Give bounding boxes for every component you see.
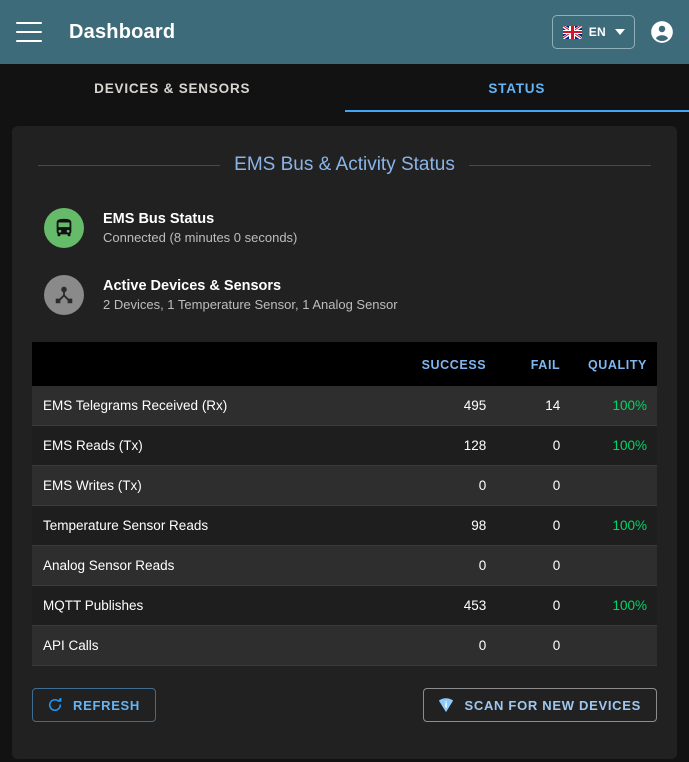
active-tab-indicator [344,110,689,112]
cell-quality [563,625,657,666]
tab-bar: DEVICES & SENSORS STATUS [0,64,689,112]
cell-success: 128 [394,425,489,466]
tab-label: DEVICES & SENSORS [94,80,251,96]
language-code: EN [588,25,606,39]
column-header-quality: QUALITY [563,342,657,386]
status-list: EMS Bus Status Connected (8 minutes 0 se… [32,208,657,315]
cell-name: Temperature Sensor Reads [32,505,395,546]
hamburger-menu-icon[interactable] [16,22,42,42]
cell-name: EMS Telegrams Received (Rx) [32,386,395,426]
card-title: EMS Bus & Activity Status [234,154,455,175]
cell-fail: 14 [488,386,564,426]
scan-button-label: SCAN FOR NEW DEVICES [464,697,641,713]
cell-success: 0 [394,625,489,666]
cell-success: 453 [394,585,489,626]
status-item-ems-bus: EMS Bus Status Connected (8 minutes 0 se… [44,208,657,248]
device-scan-shield-icon [439,698,454,713]
avatar [44,208,84,248]
cell-success: 0 [394,545,489,586]
table-row: Analog Sensor Reads 0 0 [32,545,657,586]
table-header-row: SUCCESS FAIL QUALITY [32,342,657,386]
top-app-bar: Dashboard EN [0,0,689,64]
table-row: MQTT Publishes 453 0 100% [32,585,657,626]
cell-fail: 0 [488,545,564,586]
cell-name: Analog Sensor Reads [32,545,395,586]
cell-fail: 0 [488,625,564,666]
status-card: EMS Bus & Activity Status EMS Bus Status… [12,126,677,759]
cell-fail: 0 [488,465,564,506]
hamburger-bar [16,40,42,42]
activity-stats-table: SUCCESS FAIL QUALITY EMS Telegrams Recei… [32,342,657,666]
cell-name: MQTT Publishes [32,585,395,626]
scan-for-new-devices-button[interactable]: SCAN FOR NEW DEVICES [423,688,657,722]
bus-icon [56,218,72,237]
divider-left [38,164,221,166]
page-title: Dashboard [69,20,176,43]
language-selector[interactable]: EN [551,15,635,49]
cell-quality: 100% [563,425,657,466]
divider-right [468,164,652,166]
cell-quality: 100% [563,585,657,626]
chevron-down-icon [615,29,625,35]
refresh-button-label: REFRESH [73,697,141,713]
table-header: SUCCESS FAIL QUALITY [32,342,657,386]
tab-status[interactable]: STATUS [345,64,689,112]
status-primary-label: Active Devices & Sensors [103,278,282,294]
cell-name: API Calls [32,625,395,666]
table-row: EMS Reads (Tx) 128 0 100% [32,425,657,466]
refresh-icon [48,697,62,711]
status-text: Active Devices & Sensors 2 Devices, 1 Te… [103,278,398,312]
table-row: Temperature Sensor Reads 98 0 100% [32,505,657,546]
cell-quality [563,545,657,586]
table-row: EMS Telegrams Received (Rx) 495 14 100% [32,386,657,426]
tab-label: STATUS [488,80,546,96]
status-text: EMS Bus Status Connected (8 minutes 0 se… [103,211,297,245]
uk-flag-icon [562,25,582,39]
cell-success: 98 [394,505,489,546]
column-header-name [32,342,395,386]
table-row: API Calls 0 0 [32,625,657,666]
card-title-row: EMS Bus & Activity Status [32,154,657,176]
cell-success: 0 [394,465,489,506]
account-circle-icon[interactable] [649,19,675,45]
cell-quality: 100% [563,505,657,546]
tab-devices-and-sensors[interactable]: DEVICES & SENSORS [0,64,345,112]
cell-fail: 0 [488,585,564,626]
cell-success: 495 [394,386,489,426]
cell-name: EMS Writes (Tx) [32,465,395,506]
status-item-active-devices: Active Devices & Sensors 2 Devices, 1 Te… [44,275,657,315]
avatar [44,275,84,315]
hamburger-bar [16,22,42,24]
table-body: EMS Telegrams Received (Rx) 495 14 100% … [32,386,657,666]
cell-quality [563,465,657,506]
hamburger-bar [16,31,42,33]
cell-quality: 100% [563,386,657,426]
cell-name: EMS Reads (Tx) [32,425,395,466]
device-hub-icon [55,286,73,304]
refresh-button[interactable]: REFRESH [32,688,157,722]
cell-fail: 0 [488,425,564,466]
status-secondary-label: 2 Devices, 1 Temperature Sensor, 1 Analo… [103,297,398,312]
card-actions: REFRESH SCAN FOR NEW DEVICES [32,688,657,722]
table-row: EMS Writes (Tx) 0 0 [32,465,657,506]
status-primary-label: EMS Bus Status [103,211,215,227]
column-header-fail: FAIL [488,342,564,386]
column-header-success: SUCCESS [394,342,489,386]
cell-fail: 0 [488,505,564,546]
status-secondary-label: Connected (8 minutes 0 seconds) [103,230,298,245]
